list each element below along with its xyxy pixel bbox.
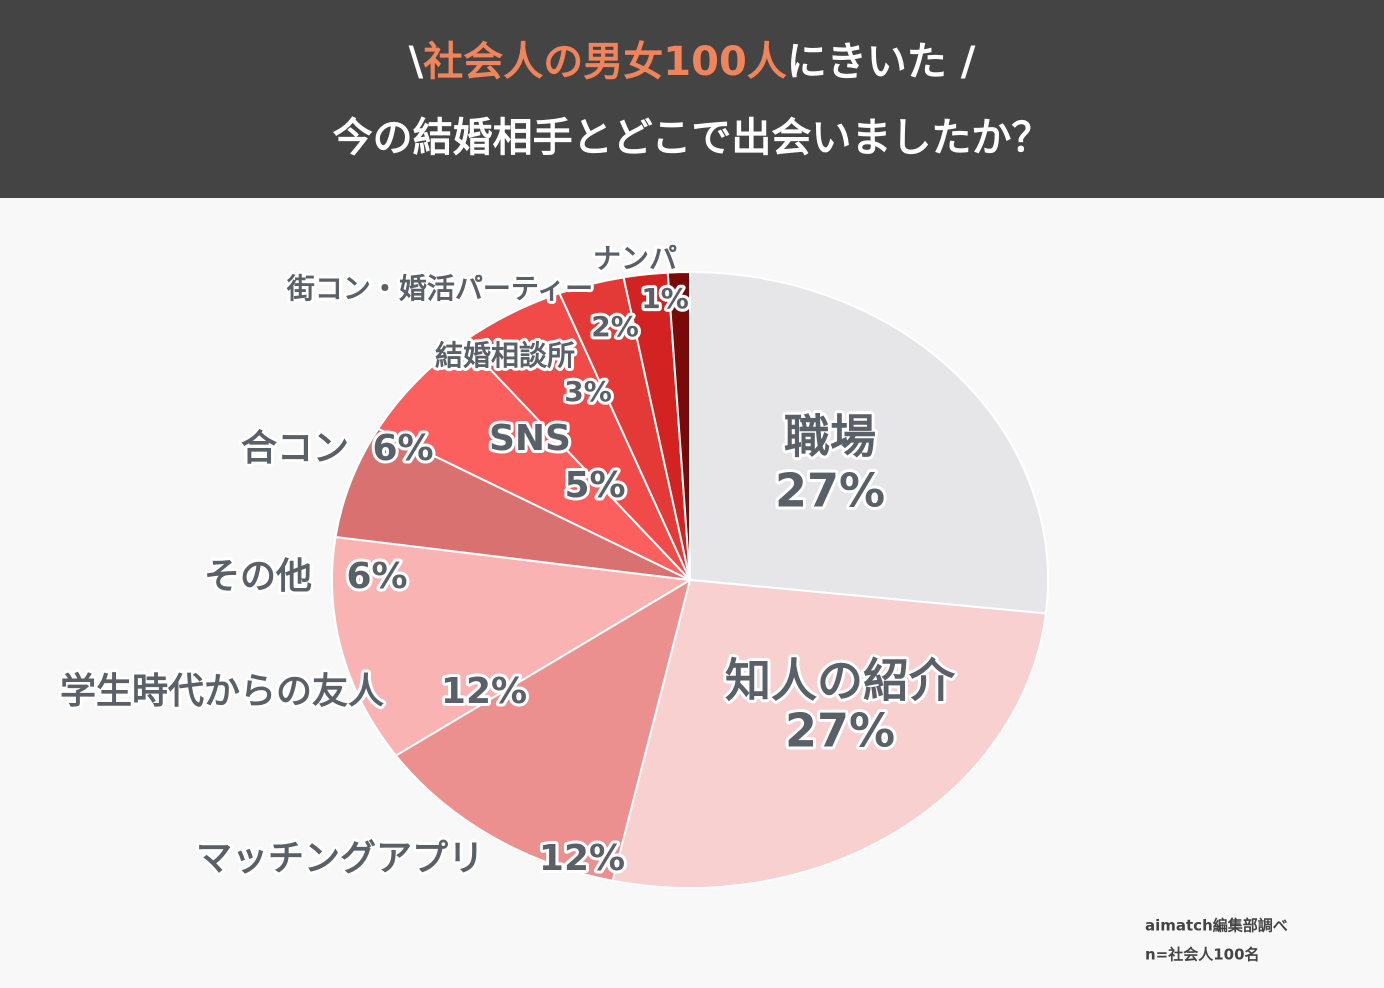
slice-label: 知人の紹介 <box>725 654 956 708</box>
note: n=社会人100名 <box>1145 946 1260 964</box>
pie-slice <box>394 577 692 882</box>
value-label: 5% <box>564 465 625 506</box>
slice-label: 職場 <box>784 410 876 464</box>
chart-title: \社会人の男女100人にきいた / <box>409 39 976 85</box>
pie-slice <box>666 270 691 581</box>
source: aimatch編集部調べ <box>1145 917 1288 935</box>
slice-label: 学生時代からの友人 <box>60 670 384 712</box>
value-label: 27% <box>785 704 895 758</box>
title-part: \ <box>409 39 424 85</box>
title-part: にきいた / <box>787 39 976 85</box>
pie-slice <box>376 340 691 581</box>
value-label: 6% <box>372 428 433 469</box>
slice-label: 結婚相談所 <box>435 339 575 372</box>
slice-label: 合コン <box>241 428 349 469</box>
value-label: 27% <box>775 464 885 518</box>
header <box>0 0 1384 198</box>
pie-slice <box>611 578 1048 889</box>
title-highlight: 社会人の男女100人 <box>423 39 787 85</box>
value-label: 3% <box>564 375 612 408</box>
pie-slice <box>334 427 691 581</box>
value-label: 1% <box>641 282 689 315</box>
slice-label: ナンパ <box>593 242 677 275</box>
slice-label: SNS <box>489 418 571 459</box>
slice-label: その他 <box>204 556 312 597</box>
value-label: 12% <box>539 838 625 879</box>
value-label: 6% <box>346 556 407 597</box>
pie-slice <box>689 270 1049 615</box>
chart-subtitle: 今の結婚相手とどこで出会いましたか？ <box>333 115 1052 161</box>
slice-label: マッチングアプリ <box>196 838 484 879</box>
slice-label: 街コン・婚活パーティー <box>286 272 593 305</box>
pie-slice <box>331 535 694 757</box>
value-label: 12% <box>441 671 527 712</box>
value-label: 2% <box>591 310 639 343</box>
